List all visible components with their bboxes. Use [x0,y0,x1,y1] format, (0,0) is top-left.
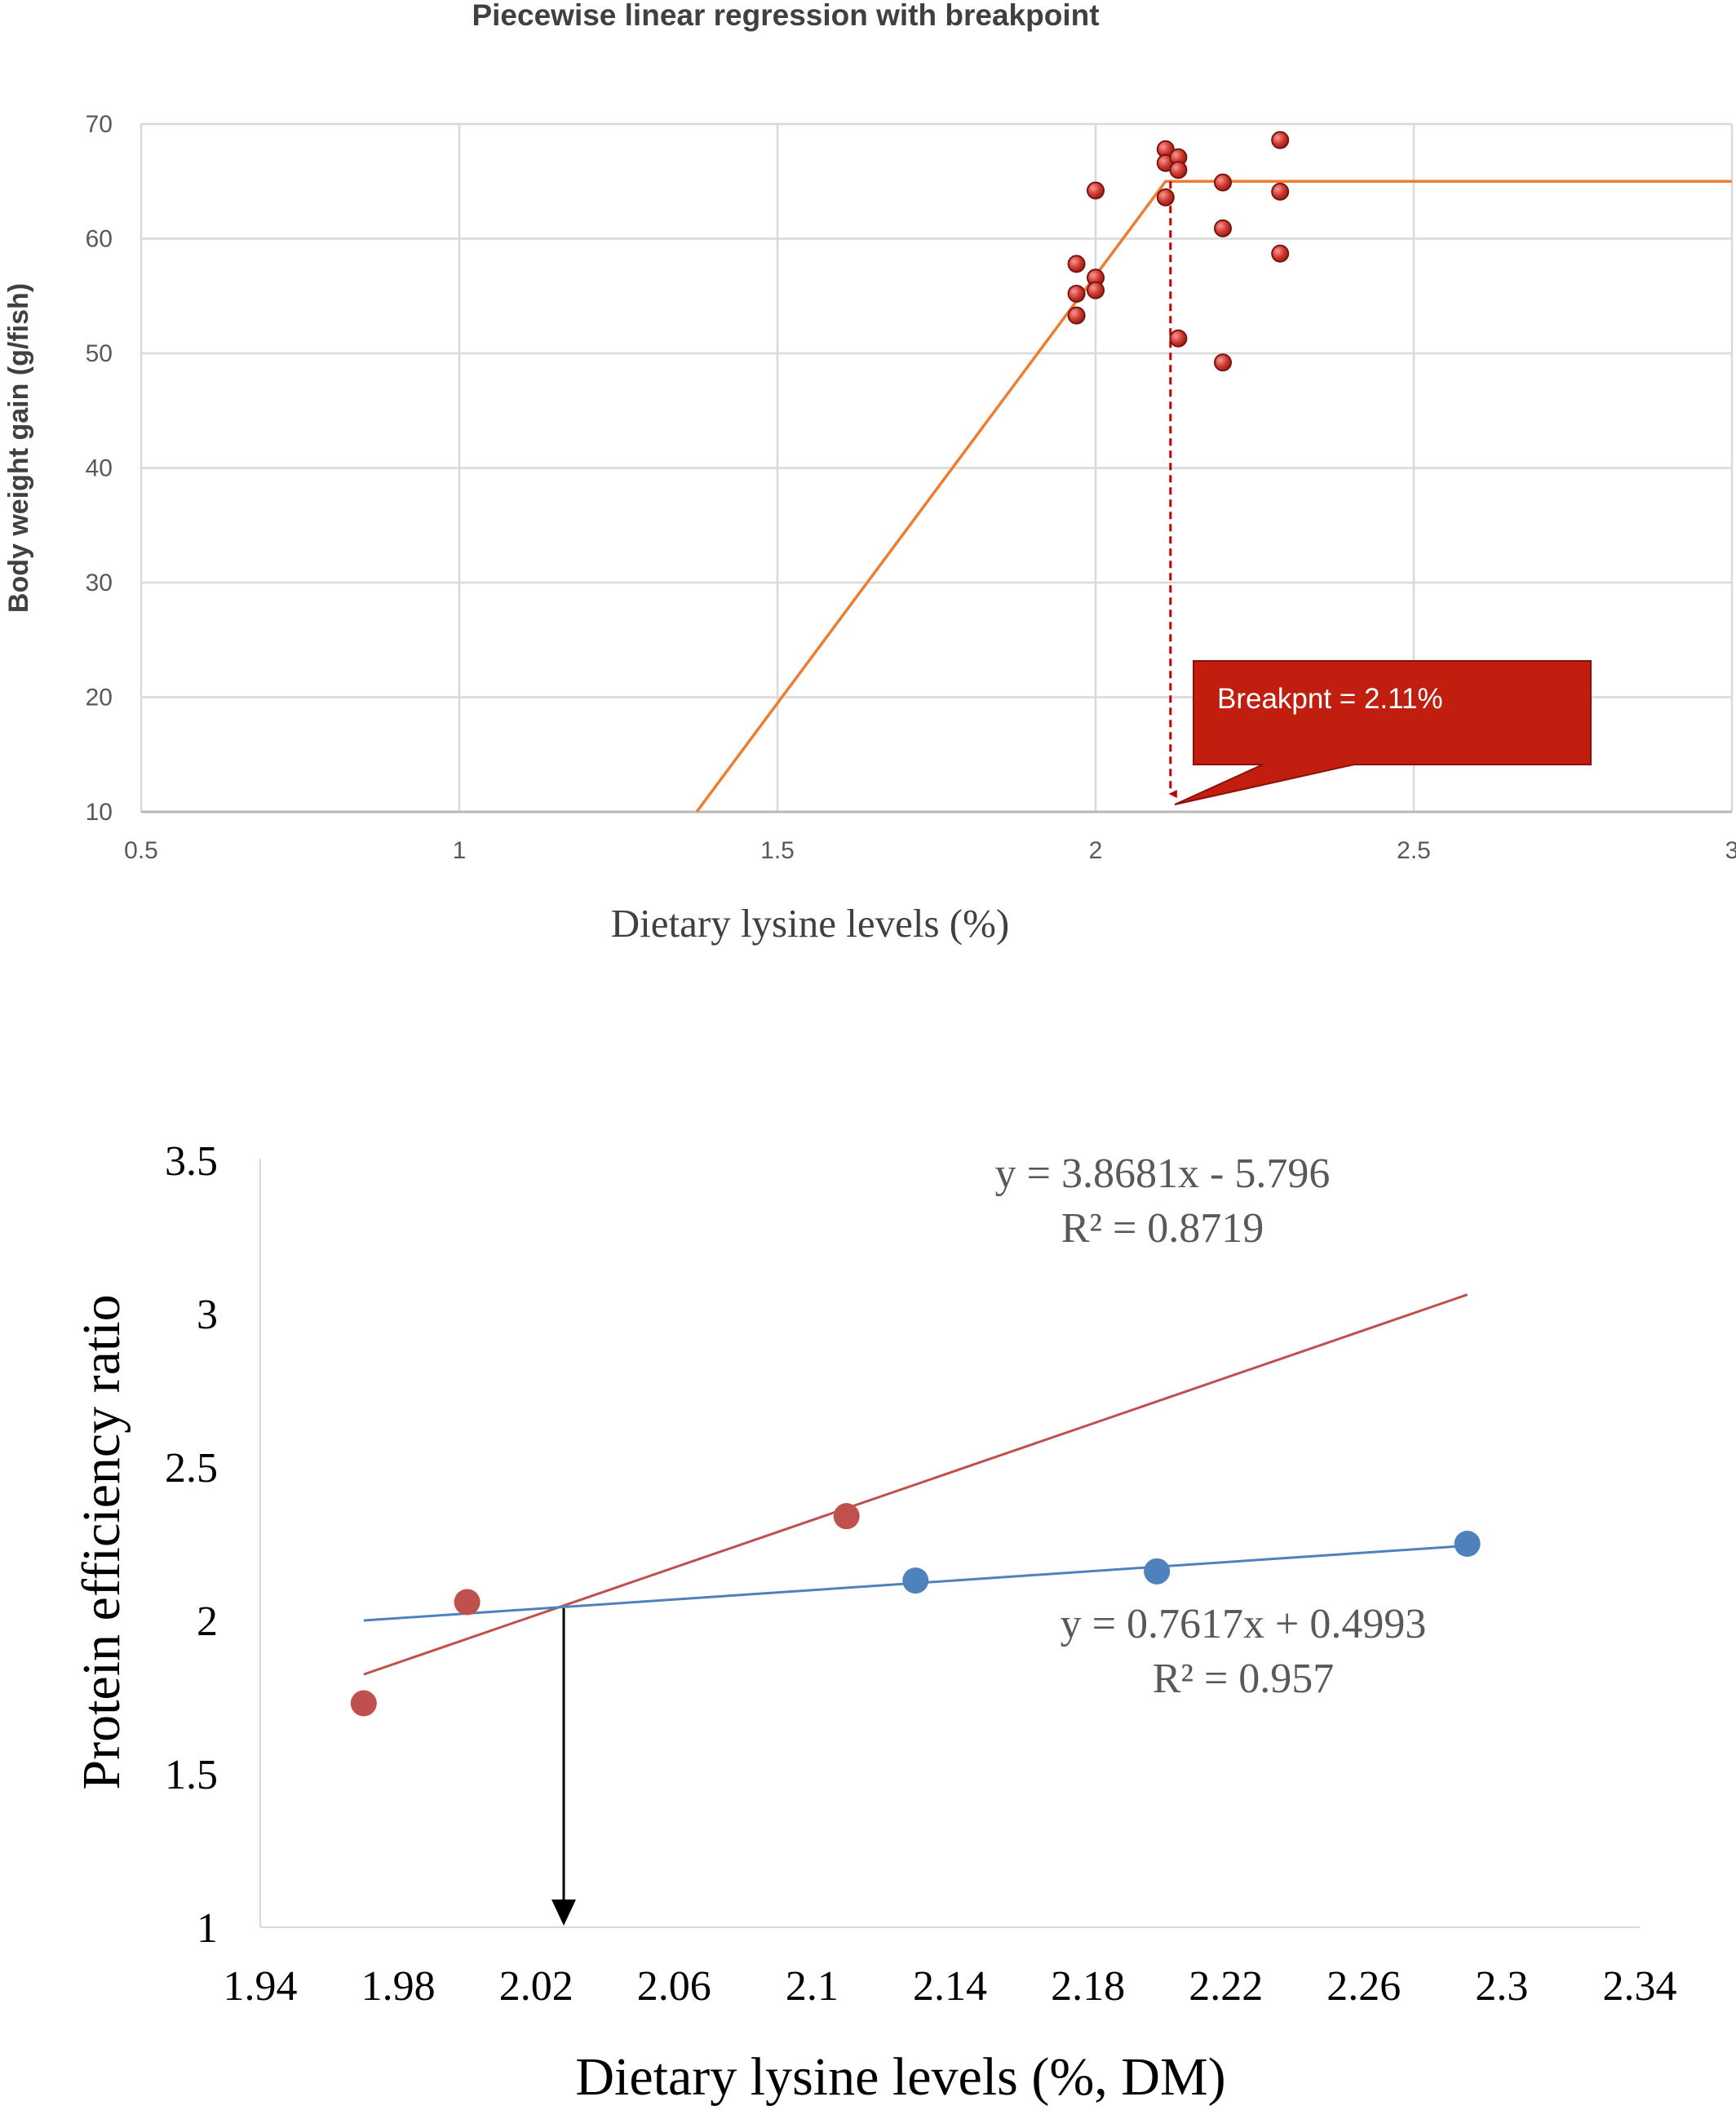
top-data-points [1067,131,1290,372]
protein-efficiency-chart: 1.94 1.98 2.02 2.06 2.1 2.14 2.18 2.22 2.26 2.3 2.… [72,1138,1677,2107]
top-x-tick-label: 2.5 [1397,837,1431,864]
top-y-tick-label: 10 [86,799,113,826]
bottom-x-tick-label: 2.02 [499,1963,574,2010]
bottom-x-tick-labels: 1.94 1.98 2.02 2.06 2.1 2.14 2.18 2.22 2.26 2.3 2.… [224,1963,1677,2010]
top-data-point [1214,173,1232,192]
bottom-x-tick-label: 2.06 [637,1963,711,2010]
top-chart-title: Piecewise linear regression with breakpo… [472,0,1099,32]
piecewise-regression-chart: Piecewise linear regression with breakpo… [3,0,1736,946]
top-y-tick-label: 40 [86,455,113,482]
top-x-tick-labels: 0.5 1 1.5 2 2.5 3 [124,837,1736,864]
bottom-x-tick-label: 2.1 [786,1963,839,2010]
top-data-point [1169,329,1188,348]
top-data-point [1067,284,1086,303]
bottom-data-point [350,1690,377,1717]
top-data-point [1271,182,1290,201]
red-r2: R² = 0.8719 [1061,1205,1264,1252]
bottom-y-tick-label: 3 [197,1292,218,1338]
top-x-tick-label: 0.5 [124,837,158,864]
bottom-y-tick-label: 3.5 [165,1138,218,1185]
bottom-data-point [1144,1558,1171,1585]
callout-shape [1174,660,1592,805]
bottom-y-axis-label: Protein efficiency ratio [72,1294,131,1789]
top-x-tick-label: 1 [453,837,467,864]
top-x-axis-label: Dietary lysine levels (%) [611,901,1009,946]
bottom-x-tick-label: 2.3 [1475,1963,1528,2010]
bottom-x-tick-label: 2.34 [1603,1963,1677,2010]
top-x-tick-label: 2 [1089,837,1103,864]
bottom-x-tick-label: 1.94 [224,1963,298,2010]
top-y-axis-label: Body weight gain (g/fish) [3,283,34,613]
intersection-arrowhead [551,1900,577,1926]
bottom-x-tick-label: 2.22 [1189,1963,1263,2010]
bottom-data-point [902,1567,929,1594]
bottom-y-tick-label: 1 [197,1905,218,1952]
bottom-x-axis-label: Dietary lysine levels (%, DM) [575,2047,1225,2107]
top-gridlines [140,122,1734,813]
bottom-data-point [833,1503,860,1530]
bottom-y-tick-label: 2 [197,1598,218,1645]
trendline [363,1293,1468,1676]
bottom-data-point [454,1589,480,1616]
bottom-x-tick-label: 1.98 [361,1963,436,2010]
bottom-data-points [350,1503,1481,1717]
top-data-point [1214,219,1232,237]
top-y-tick-label: 60 [86,226,113,253]
top-data-point [1271,244,1290,263]
blue-r2: R² = 0.957 [1153,1656,1335,1702]
top-data-point [1169,161,1188,180]
top-data-point [1214,353,1232,372]
top-data-point [1087,181,1105,200]
bottom-x-tick-label: 2.18 [1051,1963,1125,2010]
bottom-x-tick-label: 2.26 [1326,1963,1401,2010]
top-data-point [1087,281,1105,299]
callout-text: Breakpnt = 2.11% [1217,683,1443,715]
top-data-point [1067,306,1086,325]
top-data-point [1156,188,1175,206]
top-x-tick-label: 1.5 [760,837,795,864]
top-x-tick-label: 3 [1725,837,1736,864]
bottom-y-tick-labels: 1 1.5 2 2.5 3 3.5 [165,1138,218,1952]
top-y-tick-labels: 10 20 30 40 50 60 70 [86,111,113,826]
red-equation: y = 3.8681x - 5.796 [995,1150,1331,1197]
bottom-y-tick-label: 2.5 [165,1445,218,1492]
bottom-y-tick-label: 1.5 [165,1752,218,1798]
top-y-tick-label: 20 [86,685,113,712]
top-data-point [1067,255,1086,273]
top-y-tick-label: 70 [86,111,113,138]
bottom-x-tick-label: 2.14 [913,1963,987,2010]
bottom-data-point [1454,1531,1481,1557]
top-data-point [1271,131,1290,149]
breakpoint-callout: Breakpnt = 2.11% [1174,660,1592,805]
top-y-tick-label: 50 [86,340,113,367]
blue-equation: y = 0.7617x + 0.4993 [1061,1601,1427,1647]
piecewise-fit-line [695,180,1732,813]
top-y-tick-label: 30 [86,570,113,596]
